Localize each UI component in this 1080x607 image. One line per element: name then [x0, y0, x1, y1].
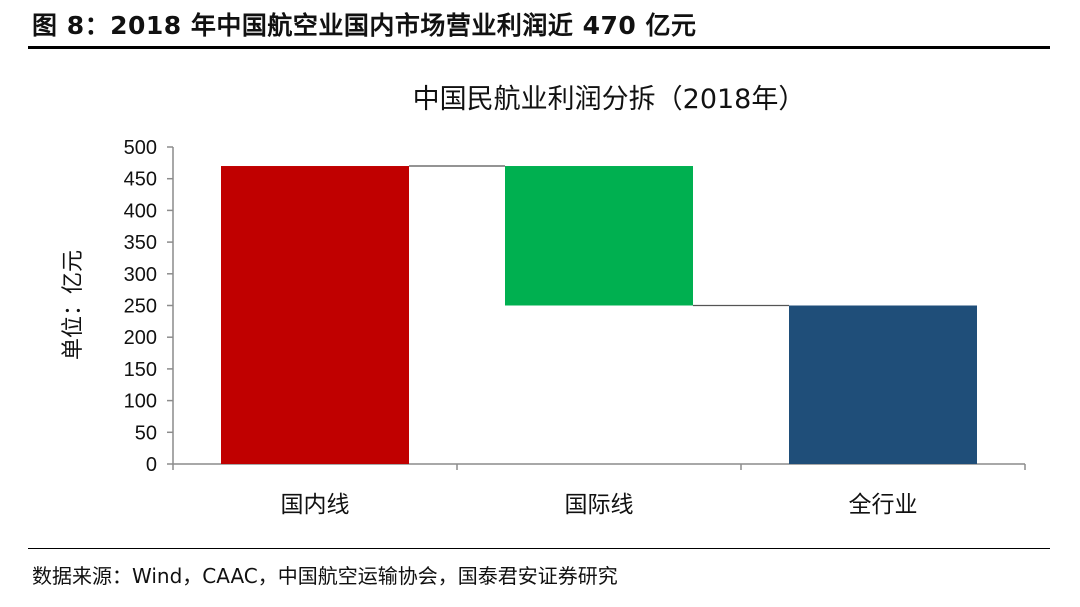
bottom-rule [28, 548, 1050, 549]
y-tick-label: 0 [146, 454, 157, 476]
y-tick-label: 50 [135, 422, 157, 444]
y-tick-label: 150 [124, 359, 157, 381]
top-rule [28, 46, 1050, 49]
y-tick-label: 300 [124, 264, 157, 286]
figure-caption: 图 8：2018 年中国航空业国内市场营业利润近 470 亿元 [32, 11, 697, 40]
y-tick-label: 500 [124, 137, 157, 159]
y-axis-label: 单位：亿元 [61, 250, 86, 360]
x-tick-label: 国际线 [565, 492, 634, 518]
y-tick-label: 350 [124, 232, 157, 254]
y-tick-label: 450 [124, 169, 157, 191]
x-tick-label: 全行业 [849, 492, 918, 518]
y-tick-label: 400 [124, 200, 157, 222]
y-tick-label: 200 [124, 327, 157, 349]
bar-3 [789, 305, 977, 464]
bar-2 [505, 166, 693, 306]
chart-title: 中国民航业利润分拆（2018年） [413, 84, 806, 115]
y-tick-label: 250 [124, 296, 157, 318]
y-tick-label: 100 [124, 391, 157, 413]
bar-1 [221, 166, 409, 464]
waterfall-chart: 中国民航业利润分拆（2018年） 单位：亿元 0 50 100 150 200 250 300 3… [61, 84, 1026, 518]
x-tick-label: 国内线 [281, 492, 350, 518]
source-note: 数据来源：Wind，CAAC，中国航空运输协会，国泰君安证券研究 [32, 564, 618, 588]
